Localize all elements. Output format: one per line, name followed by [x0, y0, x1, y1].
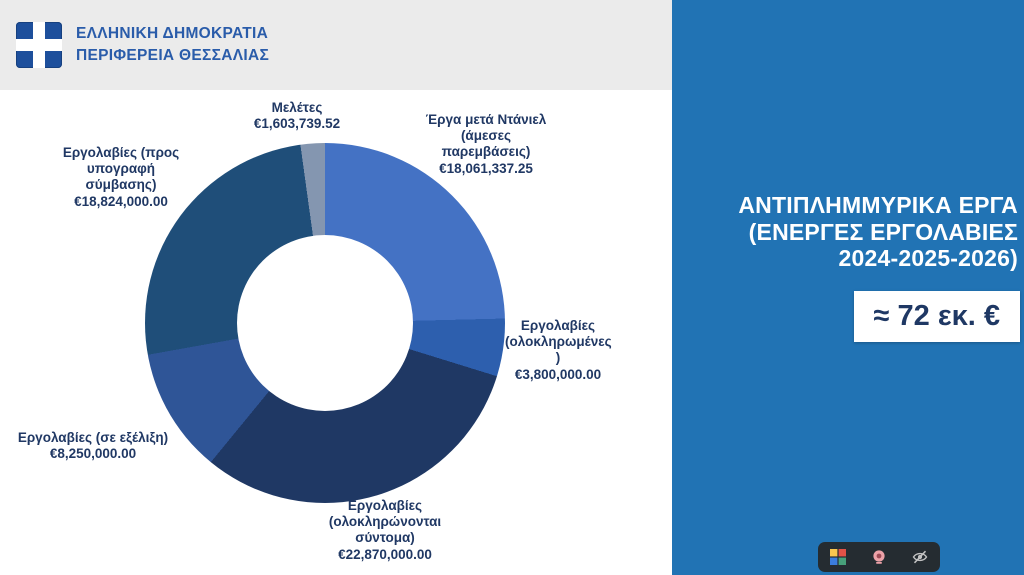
panel-title-line3: 2024-2025-2026) [838, 245, 1018, 272]
header-line2: ΠΕΡΙΦΕΡΕΙΑ ΘΕΣΣΑΛΙΑΣ [76, 47, 270, 64]
header-bar: ΕΛΛΗΝΙΚΗ ΔΗΜΟΚΡΑΤΙΑ ΠΕΡΙΦΕΡΕΙΑ ΘΕΣΣΑΛΙΑΣ [0, 0, 672, 90]
slice-label-meletes: Μελέτες €1,603,739.52 [222, 100, 372, 132]
slice-label-pros-ypografi: Εργολαβίες (προς υπογραφή σύμβασης) €18,… [52, 145, 190, 210]
slice-name: Εργολαβίες (ολοκληρώνονται σύντομα) [328, 498, 442, 546]
slice-name: Εργολαβίες (προς υπογραφή σύμβασης) [62, 145, 180, 193]
right-panel: ΑΝΤΙΠΛΗΜΜΥΡΙΚΑ ΕΡΓΑ (ΕΝΕΡΓΕΣ ΕΡΓΟΛΑΒΙΕΣ … [672, 0, 1024, 575]
slice-label-oloklhronontai-syntoma: Εργολαβίες (ολοκληρώνονται σύντομα) €22,… [310, 498, 460, 563]
total-badge-text: ≈ 72 εκ. € [873, 300, 1000, 332]
panel-title-line1: ΑΝΤΙΠΛΗΜΜΥΡΙΚΑ ΕΡΓΑ [738, 192, 1018, 218]
slice-name: Εργολαβίες (ολοκληρωμένες ) [505, 318, 612, 366]
header-text: ΕΛΛΗΝΙΚΗ ΔΗΜΟΚΡΑΤΙΑ ΠΕΡΙΦΕΡΕΙΑ ΘΕΣΣΑΛΙΑΣ [76, 23, 269, 66]
webcam-icon[interactable] [870, 548, 888, 566]
slice-label-oloklhromenes: Εργολαβίες (ολοκληρωμένες ) €3,800,000.0… [505, 318, 612, 383]
slice-name: Έργα μετά Ντάνιελ (άμεσες παρεμβάσεις) [425, 112, 547, 160]
slice-value: €18,824,000.00 [74, 193, 168, 209]
slice-value: €3,800,000.00 [514, 366, 602, 382]
slice-value: €1,603,739.52 [253, 116, 341, 132]
donut-hole [237, 235, 413, 411]
cross-horizontal-bar [16, 39, 62, 51]
slice-value: €22,870,000.00 [338, 546, 432, 562]
overlay-toolbar [818, 542, 940, 572]
total-badge: ≈ 72 εκ. € [853, 291, 1020, 342]
panel-title: ΑΝΤΙΠΛΗΜΜΥΡΙΚΑ ΕΡΓΑ (ΕΝΕΡΓΕΣ ΕΡΓΟΛΑΒΙΕΣ … [682, 192, 1018, 272]
slice-value: €8,250,000.00 [49, 446, 137, 462]
eye-off-icon[interactable] [911, 548, 929, 566]
slice-name: Εργολαβίες (σε εξέλιξη) [17, 430, 169, 445]
header-line1: ΕΛΛΗΝΙΚΗ ΔΗΜΟΚΡΑΤΙΑ [76, 25, 269, 43]
slice-name: Μελέτες [271, 100, 323, 115]
slide-content-area: ΕΛΛΗΝΙΚΗ ΔΗΜΟΚΡΑΤΙΑ ΠΕΡΙΦΕΡΕΙΑ ΘΕΣΣΑΛΙΑΣ… [0, 0, 672, 563]
slice-value: €18,061,337.25 [439, 160, 533, 176]
colorful-app-icon[interactable] [829, 548, 847, 566]
slice-label-se-ekseliksi: Εργολαβίες (σε εξέλιξη) €8,250,000.00 [8, 430, 178, 462]
slice-label-erga-meta-daniel: Έργα μετά Ντάνιελ (άμεσες παρεμβάσεις) €… [420, 112, 552, 177]
panel-title-line2: (ΕΝΕΡΓΕΣ ΕΡΓΟΛΑΒΙΕΣ [748, 218, 1018, 245]
greek-republic-logo [16, 22, 62, 68]
